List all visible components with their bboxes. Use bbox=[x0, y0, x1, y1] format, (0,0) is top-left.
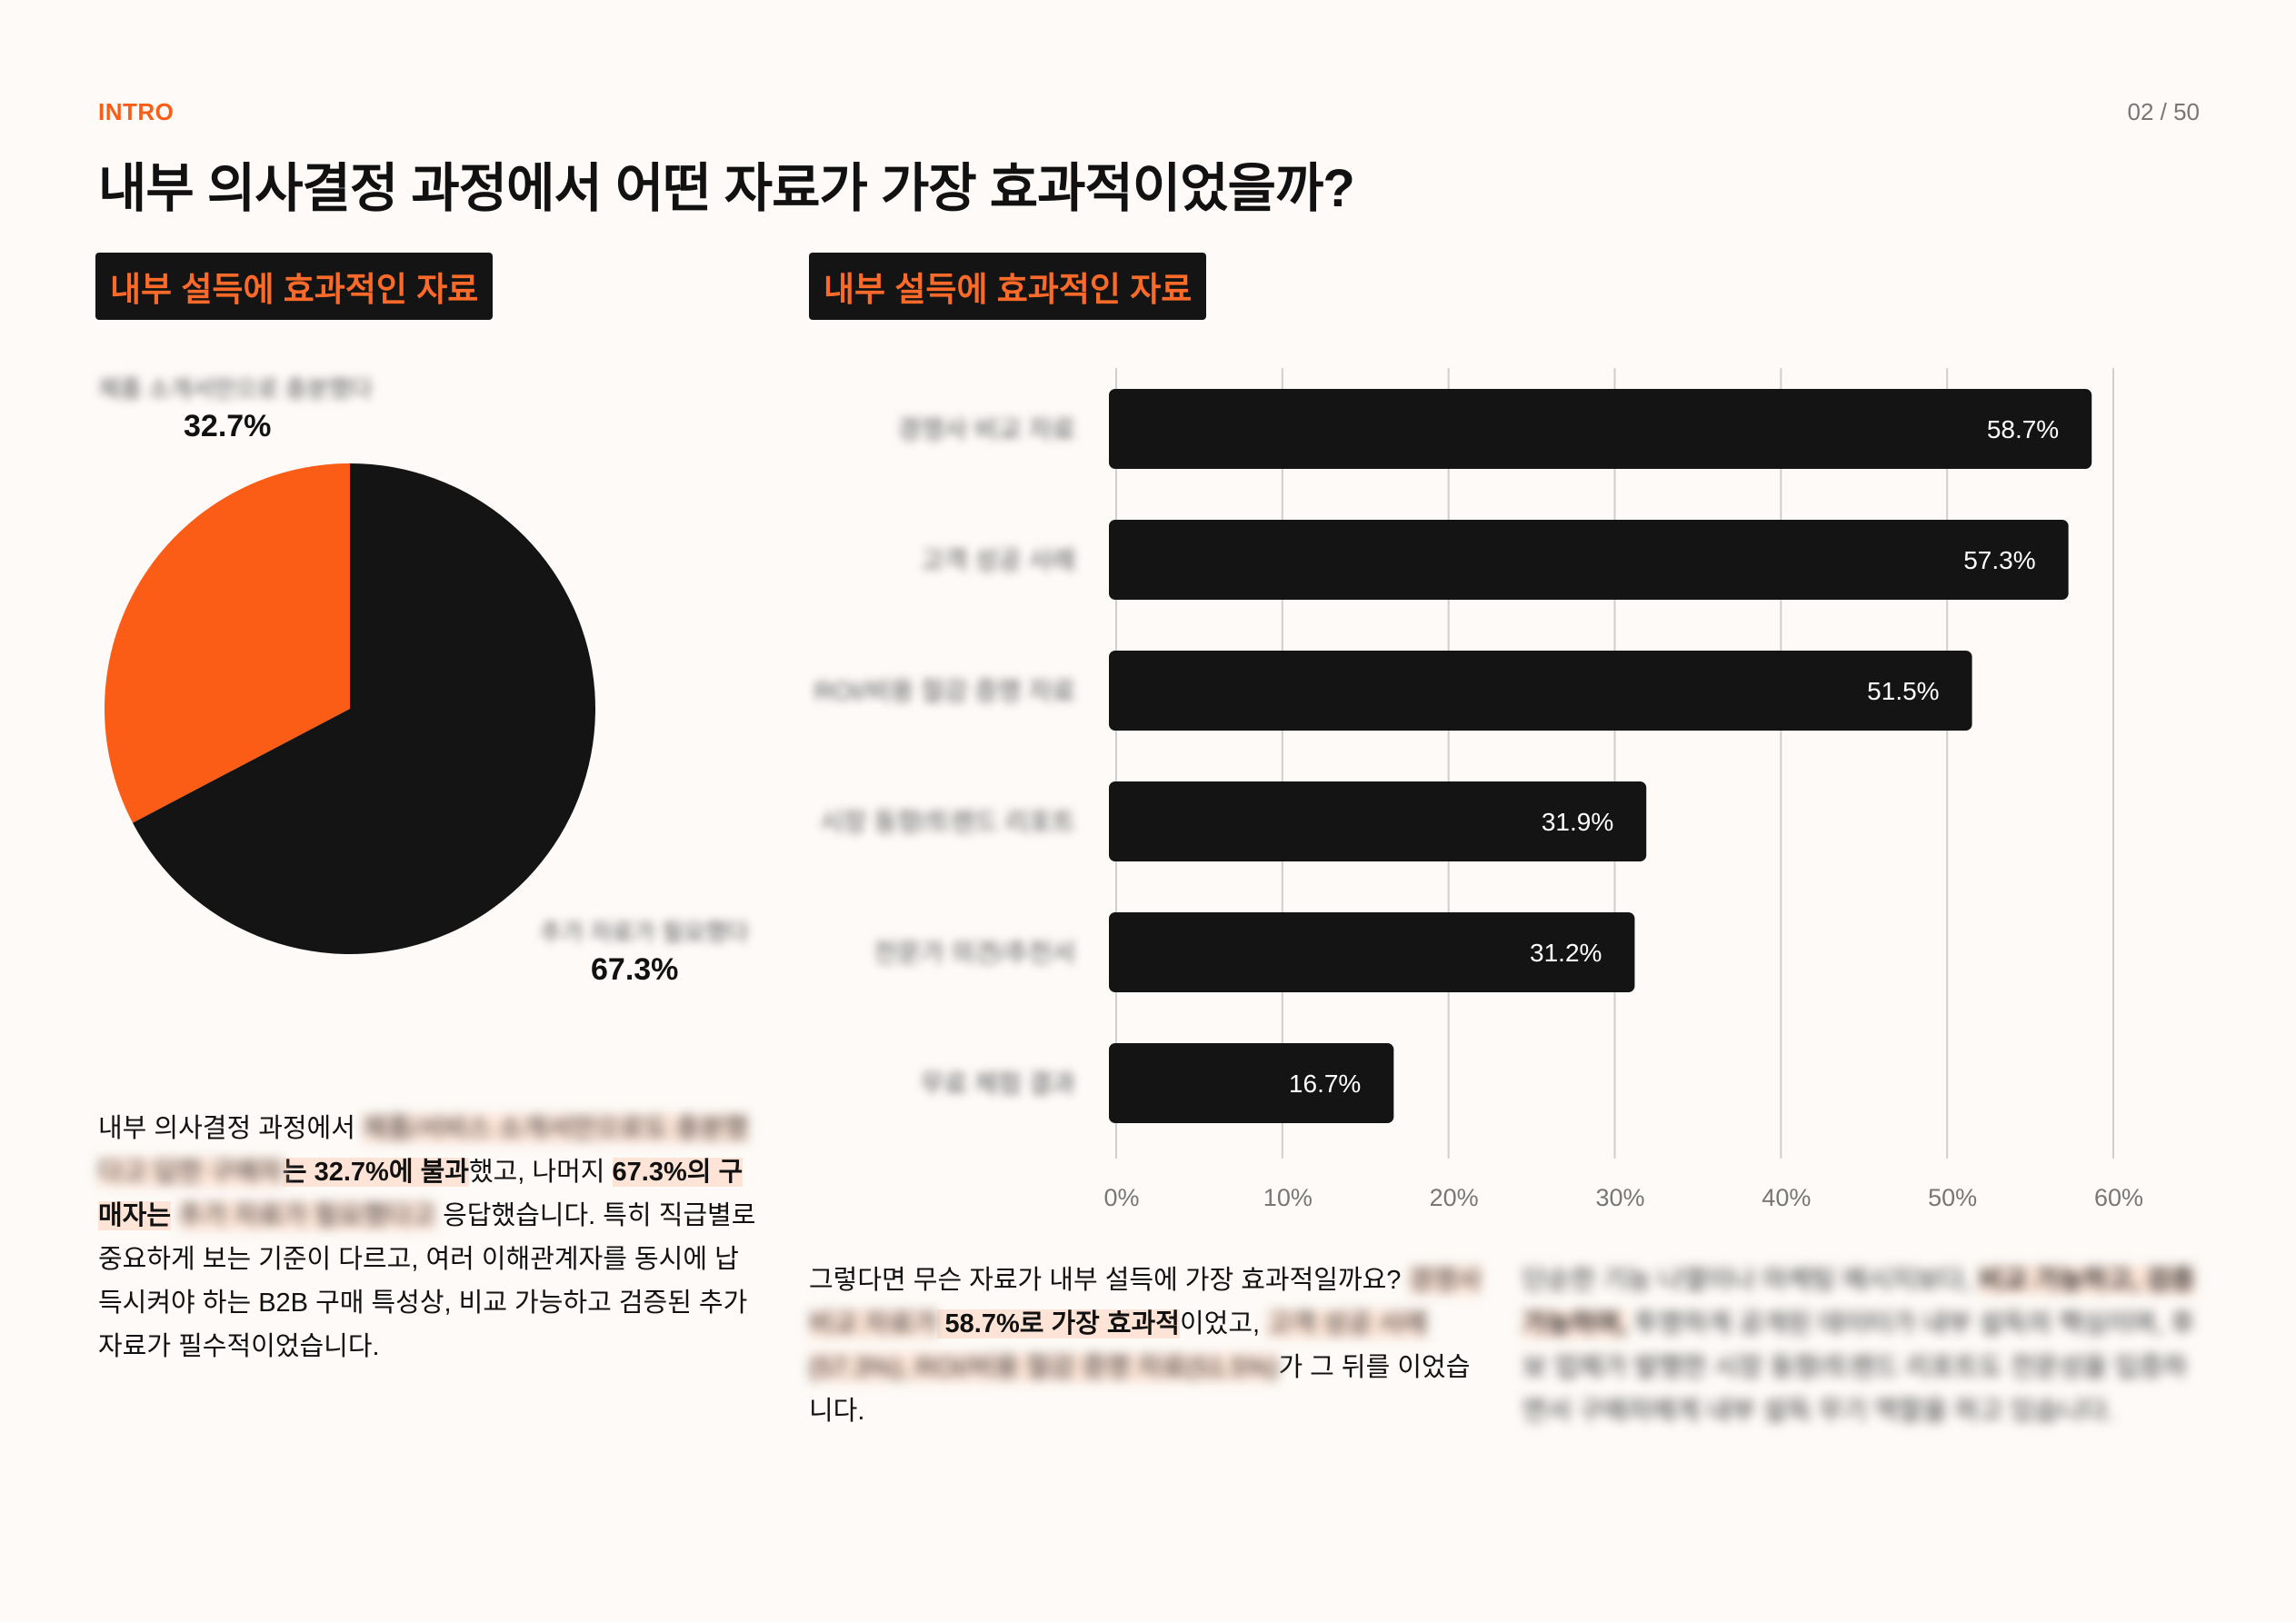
para-right-text-1: 단순한 기능 나열이나 마케팅 메시지보다, bbox=[1522, 1266, 1979, 1295]
para-mid-text-3: 가 그 뒤를 이었습니다. bbox=[809, 1353, 1471, 1426]
bar-value-label: 31.9% bbox=[1542, 808, 1613, 836]
pie-panel-badge: 내부 설득에 효과적인 자료 bbox=[95, 253, 494, 320]
para-left-blurred-2: 추가 자료가 필요했다고 bbox=[178, 1201, 436, 1230]
bar bbox=[1109, 912, 1635, 992]
bar-panel-badge: 내부 설득에 효과적인 자료 bbox=[809, 253, 1207, 320]
x-tick-label: 20% bbox=[1430, 1184, 1479, 1211]
pie-slice-large bbox=[132, 463, 595, 954]
x-tick-label: 40% bbox=[1762, 1184, 1811, 1211]
page-title: 내부 의사결정 과정에서 어떤 자료가 가장 효과적이었을까? bbox=[98, 159, 1355, 218]
para-mid-highlight-1: 58.7%로 가장 효과적 bbox=[937, 1309, 1180, 1338]
pie-summary-paragraph: 내부 의사결정 과정에서 제품/서비스 소개서만으로도 충분했다고 답한 구매자… bbox=[98, 1107, 762, 1368]
pie-slice-small bbox=[105, 463, 351, 823]
bar-grid bbox=[1115, 368, 2114, 1159]
bar-value-label: 58.7% bbox=[1987, 415, 2059, 443]
bar-category-label: ROI/비용 절감 증명 자료 bbox=[814, 677, 1075, 705]
bar-category-label: 시장 동향/트렌드 리포트 bbox=[820, 808, 1075, 836]
bar bbox=[1109, 651, 1972, 731]
para-left-text-1: 내부 의사결정 과정에서 bbox=[98, 1114, 363, 1143]
pie-label-large-slice: 추가 자료가 필요했다 bbox=[540, 919, 749, 946]
para-mid-text-2: 이었고, bbox=[1179, 1309, 1268, 1338]
bar-marks: 58.7% 57.3% 51.5% 31.9% 31.2% 16.7% bbox=[1109, 389, 2092, 1123]
bar bbox=[1109, 389, 2092, 469]
bar-chart: 58.7% 57.3% 51.5% 31.9% 31.2% 16.7% 경쟁사 비교 자료… bbox=[814, 368, 2143, 1211]
para-left-text-3: 응답했습니다. 특히 직급별로 중요하게 보는 기준이 다르고, 여러 이해관계… bbox=[98, 1201, 756, 1361]
bar bbox=[1109, 520, 2069, 600]
bar-category-label: 경쟁사 비교 자료 bbox=[897, 415, 1075, 443]
bar-summary-paragraph: 그렇다면 무슨 자료가 내부 설득에 가장 효과적일까요? 경쟁사 비교 자료가… bbox=[809, 1259, 1491, 1433]
bar-value-label: 31.2% bbox=[1530, 939, 1602, 967]
para-left-text-2: 했고, 나머지 bbox=[468, 1158, 613, 1187]
pie-value-large-slice: 67.3% bbox=[591, 952, 679, 987]
bar bbox=[1109, 781, 1647, 861]
bar bbox=[1109, 1043, 1394, 1123]
insight-paragraph: 단순한 기능 나열이나 마케팅 메시지보다, 비교 가능하고, 검증 가능하며,… bbox=[1522, 1259, 2195, 1433]
bar-value-label: 51.5% bbox=[1867, 677, 1939, 705]
bar-category-label: 무료 체험 결과 bbox=[921, 1070, 1075, 1098]
pie-label-small-slice: 제품 소개서만으로 충분했다 bbox=[98, 375, 373, 403]
bar-category-label: 고객 성공 사례 bbox=[921, 546, 1075, 574]
bar-value-label: 57.3% bbox=[1963, 546, 2035, 574]
x-tick-label: 60% bbox=[2094, 1184, 2143, 1211]
bar-x-tick-labels: 0% 10% 20% 30% 40% 50% 60% bbox=[1103, 1184, 2143, 1211]
bar-category-label: 전문가 의견/추천서 bbox=[873, 939, 1075, 967]
bar-value-label: 16.7% bbox=[1289, 1070, 1361, 1098]
para-left-highlight-1: 는 32.7%에 불과 bbox=[282, 1158, 469, 1187]
para-left-space bbox=[171, 1201, 178, 1230]
x-tick-label: 10% bbox=[1263, 1184, 1313, 1211]
x-tick-label: 50% bbox=[1928, 1184, 1977, 1211]
pie-chart bbox=[105, 463, 595, 954]
x-tick-label: 30% bbox=[1595, 1184, 1644, 1211]
section-eyebrow: INTRO bbox=[98, 98, 175, 125]
para-right-text-2: 투명하게 공개된 데이터가 내부 설득의 핵심이며, 후보 업체가 발행한 시장… bbox=[1522, 1309, 2195, 1426]
pie-value-small-slice: 32.7% bbox=[184, 409, 272, 443]
x-tick-label: 0% bbox=[1103, 1184, 1139, 1211]
page-number: 02 / 50 bbox=[2127, 98, 2200, 125]
para-mid-text-1: 그렇다면 무슨 자료가 내부 설득에 가장 효과적일까요? bbox=[809, 1266, 1409, 1295]
